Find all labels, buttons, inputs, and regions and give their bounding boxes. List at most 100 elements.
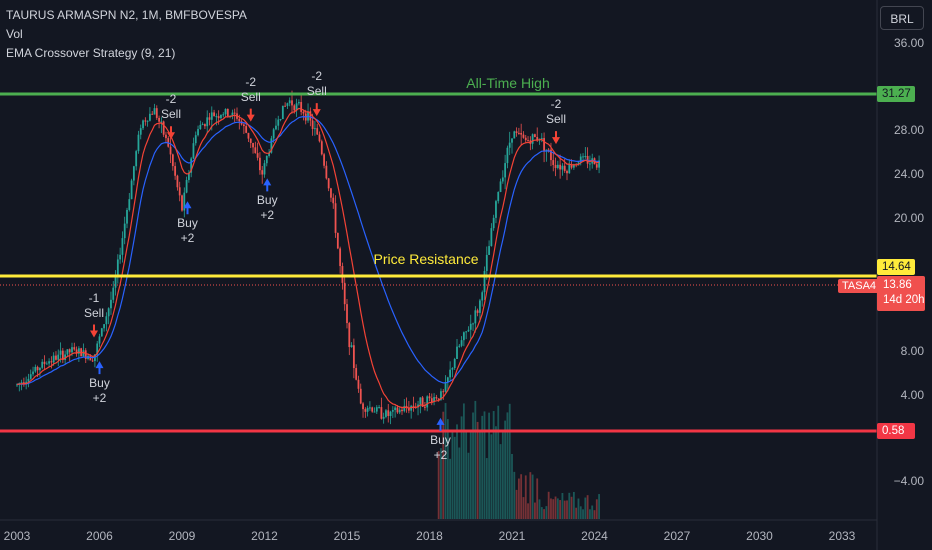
candle-body — [389, 411, 392, 416]
candle-body — [334, 203, 337, 233]
ema-slow-line — [16, 115, 600, 385]
candle-body — [259, 157, 261, 171]
ath-label: All-Time High — [466, 75, 550, 91]
candle-body — [398, 409, 401, 413]
candle-body — [91, 360, 94, 362]
candle-body — [135, 151, 138, 167]
candle-body — [52, 355, 55, 363]
candle-body — [268, 152, 270, 156]
symbol-line[interactable]: TAURUS ARMASPN N2, 1M, BMFBOVESPA — [6, 8, 247, 22]
candle-body — [595, 164, 598, 168]
candle-body — [357, 379, 360, 389]
x-tick-label: 2030 — [746, 529, 773, 543]
candle-body — [48, 361, 50, 364]
x-tick-label: 2012 — [251, 529, 278, 543]
sell-arrow-icon — [246, 108, 255, 122]
buy-signal-label: Buy +2 — [89, 376, 110, 406]
candle-body — [543, 138, 545, 151]
candle-body — [449, 369, 452, 378]
sell-signal-label: -2 Sell — [241, 75, 261, 105]
strategy-indicator[interactable]: EMA Crossover Strategy (9, 21) — [6, 46, 176, 60]
volume-bar — [556, 498, 559, 519]
candle-body — [598, 160, 600, 168]
resistance-label: Price Resistance — [373, 251, 479, 267]
candle-body — [426, 396, 429, 408]
volume-bar — [453, 436, 456, 519]
candle-body — [550, 149, 552, 161]
volume-bar — [538, 499, 541, 519]
signal-line-2: +2 — [180, 231, 195, 246]
signal-line-1: -1 — [88, 290, 100, 305]
candle-body — [114, 276, 117, 288]
candle-body — [570, 164, 573, 168]
candle-body — [149, 113, 151, 121]
candle-body — [39, 367, 41, 371]
candle-body — [84, 350, 87, 359]
volume-bar — [460, 416, 463, 519]
candle-body — [467, 329, 470, 332]
volume-bar — [575, 507, 578, 519]
candle-body — [252, 142, 254, 148]
candle-body — [295, 103, 298, 111]
currency-button[interactable]: BRL — [880, 6, 924, 30]
candle-body — [270, 138, 273, 153]
candle-body — [254, 147, 257, 154]
candle-body — [130, 180, 133, 200]
candle-body — [128, 199, 131, 210]
symbol-tag: TASA4 — [838, 279, 881, 293]
candle-body — [547, 149, 550, 151]
sell-arrow-icon — [552, 131, 560, 145]
volume-bar — [586, 495, 589, 519]
support-price-tag: 0.58 — [877, 423, 915, 439]
candle-body — [263, 163, 266, 175]
candle-body — [169, 146, 172, 155]
volume-bar — [579, 506, 582, 519]
candle-body — [430, 398, 433, 402]
ath-price-tag: 31.27 — [877, 86, 915, 102]
candle-body — [460, 340, 463, 346]
candle-body — [462, 332, 465, 341]
signal-line-2: +2 — [433, 447, 448, 462]
candle-body — [446, 377, 449, 383]
candle-body — [556, 164, 559, 168]
candle-body — [531, 134, 534, 144]
candle-body — [572, 164, 575, 168]
candle-body — [178, 187, 181, 196]
volume-bar — [572, 491, 575, 519]
sell-signal-label: -2 Sell — [161, 92, 181, 122]
x-tick-label: 2033 — [828, 529, 856, 543]
candle-body — [288, 100, 291, 104]
candle-body — [265, 155, 268, 164]
candle-body — [119, 254, 122, 260]
candle-body — [437, 398, 440, 400]
candle-body — [524, 137, 527, 141]
candle-body — [16, 384, 18, 386]
candle-body — [187, 172, 190, 180]
candle-body — [499, 181, 502, 192]
candle-body — [300, 102, 303, 112]
candle-body — [472, 323, 474, 325]
last-price-tag: 13.86 14d 20h — [877, 276, 925, 311]
candle-body — [144, 120, 147, 122]
volume-bar — [492, 411, 495, 519]
candle-body — [146, 120, 149, 122]
candle-body — [495, 201, 497, 218]
x-tick-label: 2003 — [3, 529, 31, 543]
signal-line-2: Sell — [83, 305, 105, 320]
sell-signal-label: -1 Sell — [84, 291, 104, 321]
candle-body — [123, 223, 126, 239]
volume-bar — [442, 411, 445, 519]
candle-body — [410, 405, 413, 411]
candle-body — [508, 142, 511, 148]
candle-body — [341, 266, 344, 283]
candle-body — [155, 108, 158, 118]
signal-arrows — [90, 103, 560, 431]
vol-indicator[interactable]: Vol — [6, 27, 23, 41]
candle-body — [520, 133, 523, 135]
candle-body — [401, 409, 403, 412]
candle-body — [297, 102, 300, 104]
candles — [16, 90, 600, 425]
candle-body — [286, 103, 289, 106]
candle-body — [183, 192, 186, 211]
